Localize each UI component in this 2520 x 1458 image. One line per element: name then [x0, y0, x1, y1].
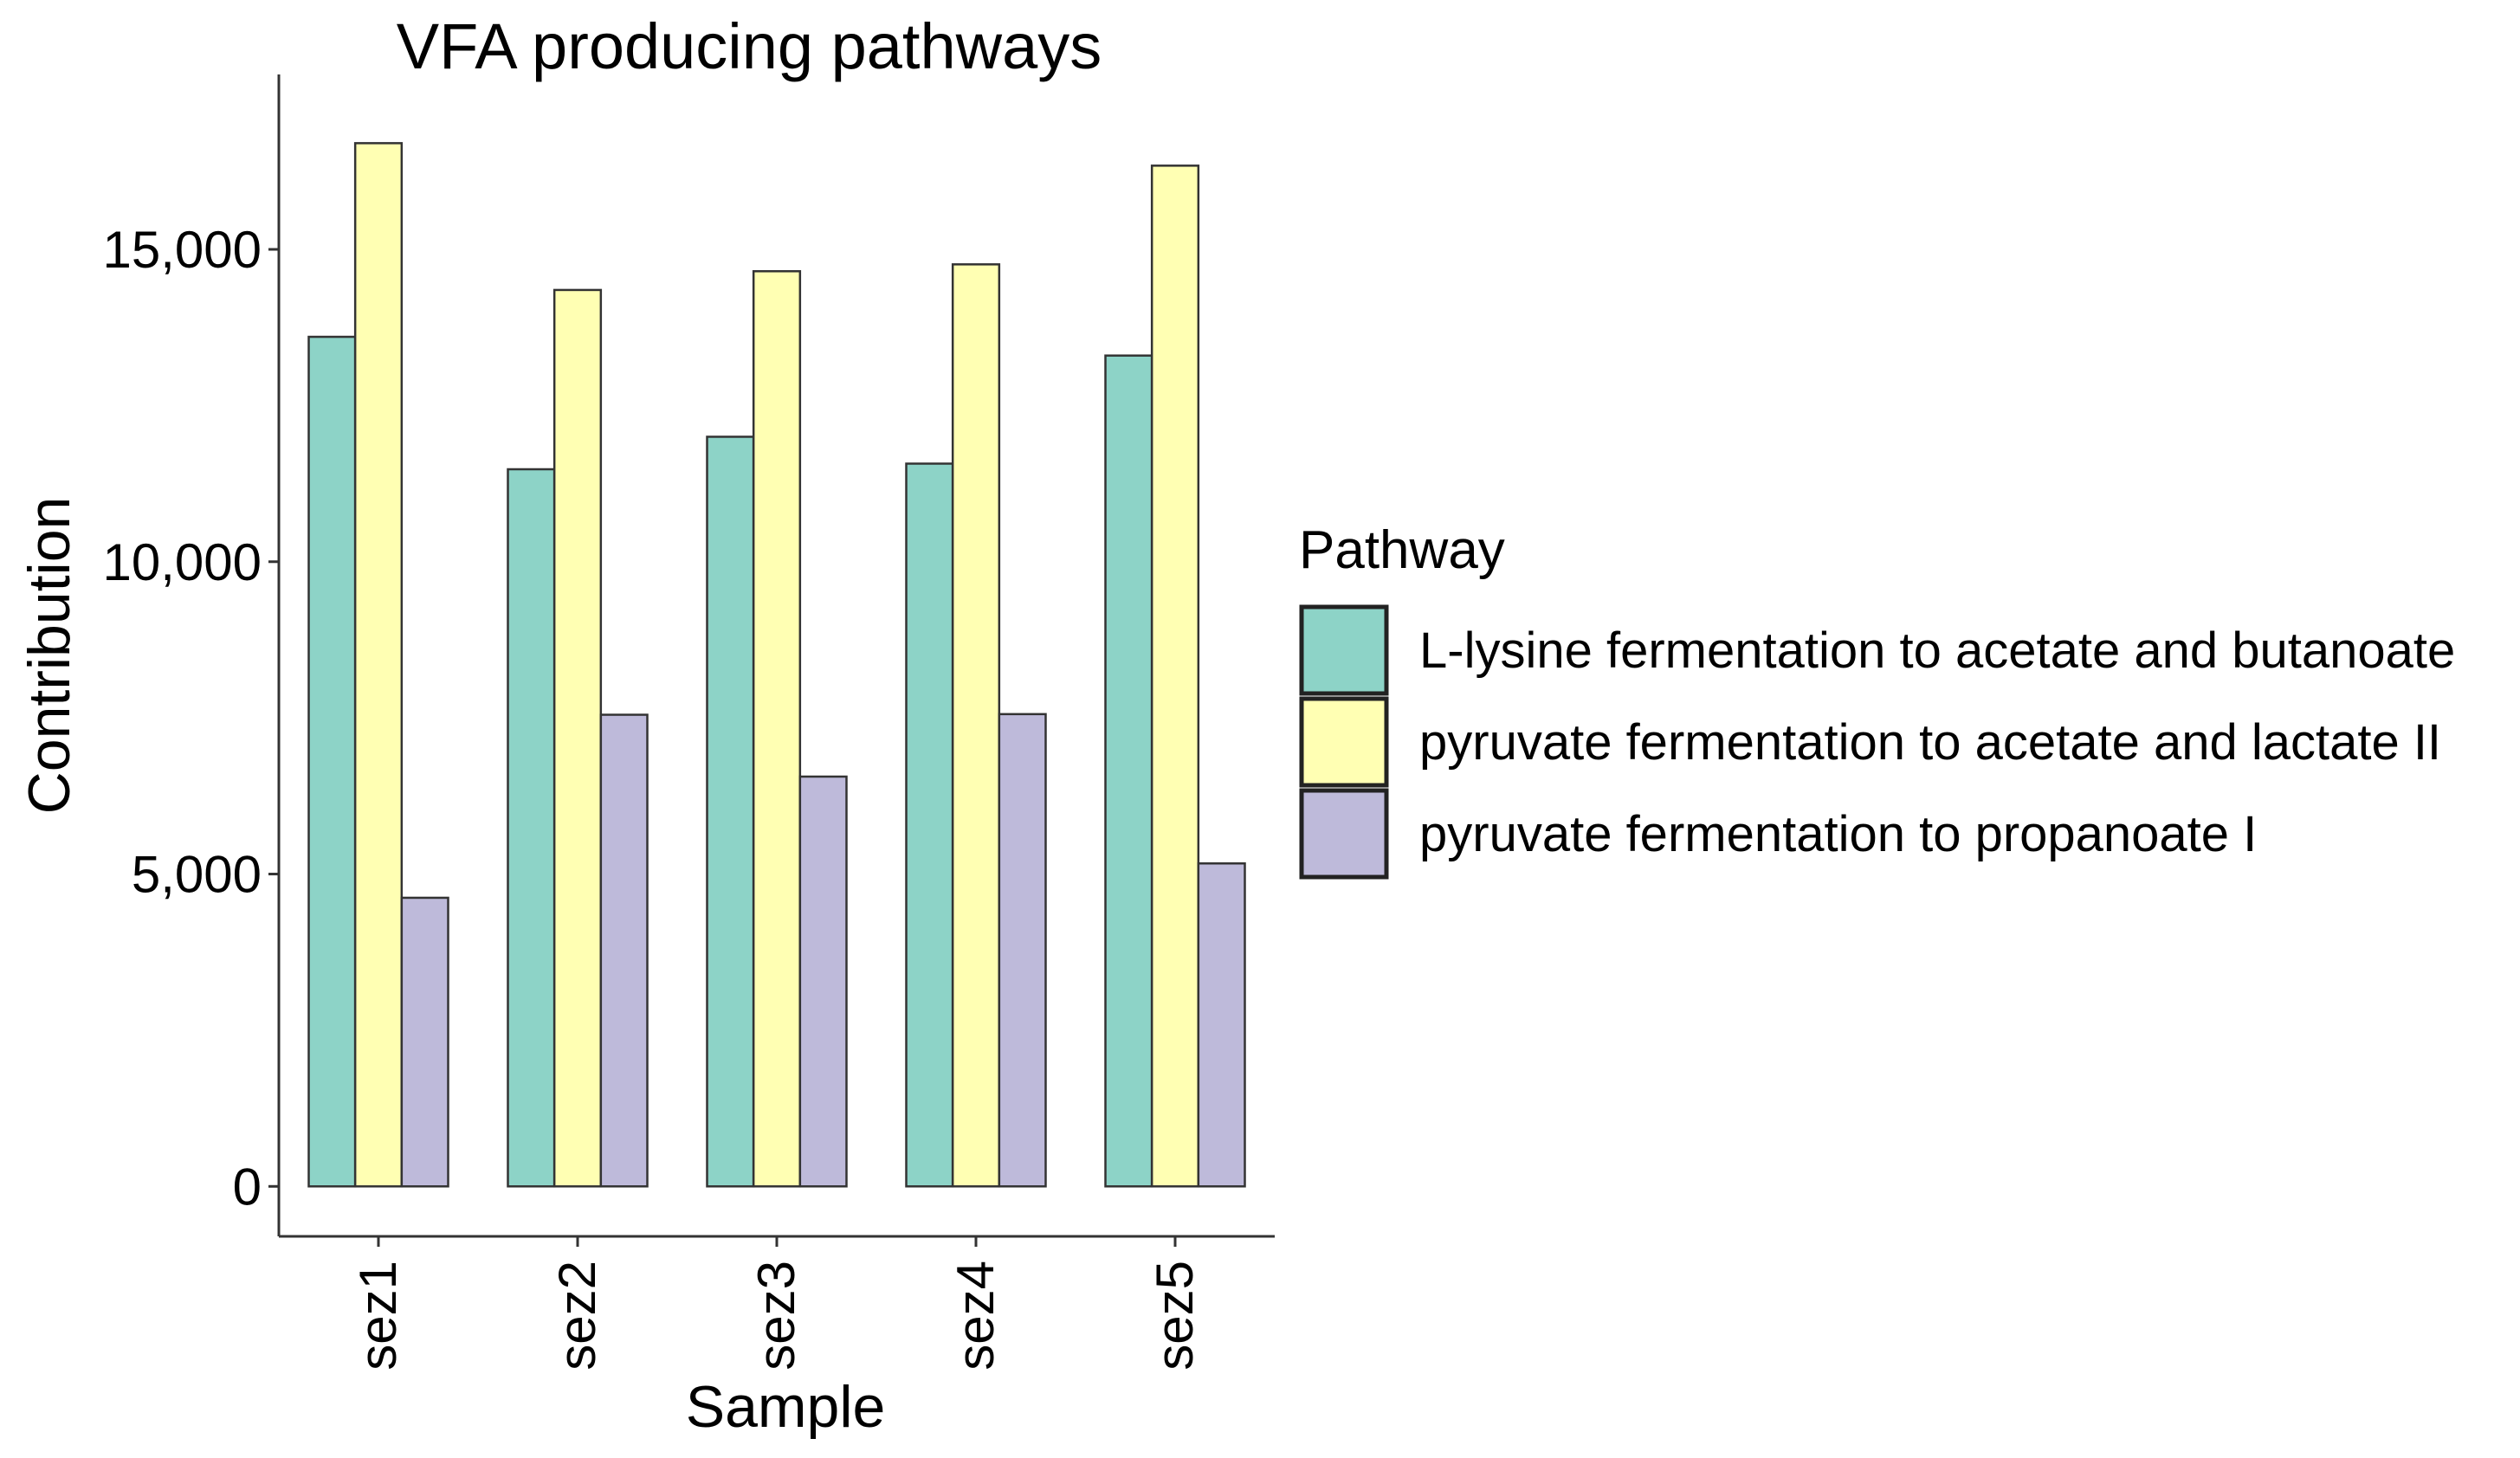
- bar-sez2-series-1: [507, 468, 556, 1188]
- bar-sez3-series-3: [798, 775, 848, 1188]
- legend-title: Pathway: [1299, 520, 1505, 580]
- y-tick-label: 5,000: [132, 846, 262, 904]
- legend-key-1: [1299, 604, 1389, 696]
- bar-sez5-series-2: [1150, 165, 1200, 1188]
- legend: Pathway L-lysine fermentation to acetate…: [1299, 520, 2455, 880]
- bar-sez4-series-1: [905, 462, 954, 1188]
- bar-sez1-series-3: [400, 896, 449, 1188]
- bar-sez2-series-3: [599, 713, 649, 1188]
- x-tick-label: sez2: [548, 1261, 606, 1371]
- legend-key-2: [1299, 696, 1389, 788]
- bar-sez5-series-1: [1104, 354, 1153, 1188]
- bar-sez2-series-2: [552, 288, 603, 1188]
- y-tick-label: 10,000: [102, 533, 262, 591]
- x-tick-label: sez4: [947, 1261, 1005, 1371]
- x-tick-label: sez5: [1146, 1261, 1204, 1371]
- bar-sez1-series-1: [307, 335, 357, 1188]
- legend-label-1: L-lysine fermentation to acetate and but…: [1419, 623, 2455, 679]
- bars: [307, 142, 1246, 1188]
- y-axis-title: Contribution: [16, 497, 82, 815]
- bar-sez3-series-1: [706, 435, 755, 1188]
- bar-sez4-series-2: [951, 263, 1001, 1188]
- legend-key-3: [1299, 788, 1389, 880]
- x-tick-label: sez3: [747, 1261, 805, 1371]
- legend-label-3: pyruvate fermentation to propanoate I: [1419, 806, 2257, 862]
- legend-items: L-lysine fermentation to acetate and but…: [1299, 604, 2455, 880]
- x-tick-label: sez1: [349, 1261, 407, 1371]
- y-ticks: 0 5,000 10,000 15,000: [102, 221, 279, 1216]
- bar-sez1-series-2: [353, 142, 404, 1188]
- bar-sez4-series-3: [998, 713, 1047, 1188]
- x-axis-title: Sample: [686, 1374, 886, 1440]
- bar-sez3-series-2: [752, 270, 802, 1188]
- x-ticks: sez1 sez2 sez3 sez4 sez5: [349, 1236, 1204, 1371]
- y-tick-label: 0: [233, 1158, 262, 1216]
- y-tick-label: 15,000: [102, 221, 262, 279]
- chart-title: VFA producing pathways: [397, 10, 1102, 82]
- bar-sez5-series-3: [1197, 862, 1246, 1188]
- legend-label-2: pyruvate fermentation to acetate and lac…: [1419, 714, 2441, 771]
